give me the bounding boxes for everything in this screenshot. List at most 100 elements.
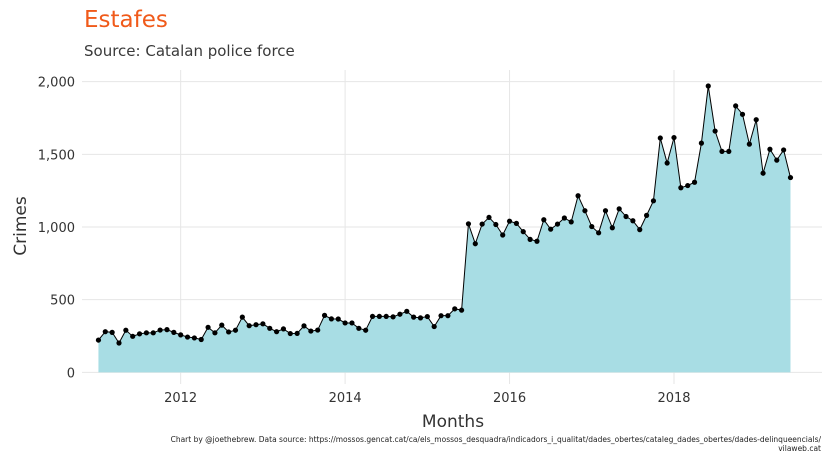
data-point (568, 219, 574, 225)
data-point (205, 324, 211, 330)
data-point (397, 311, 403, 317)
data-point (191, 335, 197, 341)
data-point (465, 221, 472, 227)
data-point (733, 103, 739, 109)
data-point (273, 329, 280, 335)
chart-caption: Chart by @joethebrew. Data source: https… (171, 435, 821, 453)
data-point (123, 327, 129, 333)
data-point (431, 323, 437, 330)
data-point (753, 117, 759, 123)
data-point (520, 229, 526, 235)
data-point (404, 308, 410, 314)
data-point (376, 313, 382, 320)
data-point (342, 320, 348, 326)
data-point (143, 330, 150, 336)
data-point (438, 313, 444, 319)
data-point (383, 313, 389, 320)
data-point (767, 146, 773, 152)
data-point (774, 157, 780, 163)
data-point (164, 327, 170, 333)
data-point (369, 313, 376, 320)
caption-site: vilaweb.cat (778, 444, 821, 453)
y-axis-title: Crimes (11, 196, 31, 256)
data-point (287, 330, 293, 337)
data-point (561, 215, 567, 221)
y-tick-label: 2,000 (38, 76, 75, 91)
data-point (787, 174, 794, 181)
data-point (657, 135, 663, 141)
data-point (116, 340, 122, 346)
data-point (623, 213, 629, 220)
data-point (500, 232, 506, 238)
data-point (424, 313, 430, 320)
data-point (417, 315, 424, 321)
grid-lines (82, 70, 822, 384)
data-point (150, 330, 156, 336)
data-point (746, 141, 752, 147)
data-point (280, 326, 287, 332)
data-point (582, 208, 588, 214)
data-point (253, 322, 259, 328)
data-point (130, 333, 136, 339)
data-point (246, 323, 252, 329)
data-point (554, 221, 561, 227)
data-point (363, 327, 369, 333)
data-point (664, 160, 670, 166)
data-point (637, 227, 643, 233)
chart-title: Estafes (84, 7, 168, 33)
caption-source: Chart by @joethebrew. Data source: https… (170, 435, 821, 444)
data-point (479, 221, 485, 227)
data-point (596, 230, 602, 236)
data-point (712, 128, 718, 134)
data-point (390, 314, 396, 320)
data-point (356, 325, 362, 331)
data-point (760, 170, 766, 176)
data-point (267, 325, 273, 331)
x-axis-title: Months (422, 412, 484, 432)
data-point (109, 329, 115, 335)
data-point (294, 330, 300, 337)
data-point (458, 307, 465, 313)
data-point (212, 330, 218, 336)
data-point (575, 193, 581, 199)
data-point (349, 320, 355, 326)
data-point (232, 327, 239, 333)
data-point (698, 140, 705, 146)
data-point (527, 236, 533, 242)
data-point (95, 337, 102, 343)
chart-subtitle: Source: Catalan police force (84, 42, 295, 60)
y-tick-label: 0 (67, 366, 75, 381)
data-point (781, 147, 787, 153)
x-tick-label: 2012 (164, 391, 197, 406)
data-point (335, 316, 341, 322)
data-point (719, 148, 725, 155)
data-point (534, 238, 540, 244)
y-tick-label: 1,500 (38, 148, 75, 163)
data-point (452, 306, 458, 312)
data-point (726, 148, 732, 155)
data-point (321, 312, 328, 318)
x-tick-label: 2016 (493, 391, 526, 406)
data-point (602, 208, 609, 214)
x-tick-label: 2018 (657, 391, 690, 406)
data-point (157, 327, 163, 333)
data-points (95, 83, 794, 346)
data-point (685, 182, 691, 189)
data-point (705, 83, 711, 89)
y-axis-ticks: 0 500 1,000 1,500 2,000 (38, 76, 75, 382)
data-point (472, 241, 478, 247)
data-point (445, 313, 451, 319)
y-tick-label: 1,000 (38, 221, 75, 236)
data-point (486, 214, 492, 221)
data-point (178, 332, 184, 338)
area-fill (98, 85, 791, 373)
data-point (739, 111, 746, 117)
data-point (506, 218, 513, 224)
data-point (616, 206, 622, 212)
data-point (184, 334, 191, 340)
x-tick-label: 2014 (329, 391, 362, 406)
data-point (328, 316, 335, 322)
data-point (260, 321, 266, 327)
data-point (239, 314, 245, 320)
